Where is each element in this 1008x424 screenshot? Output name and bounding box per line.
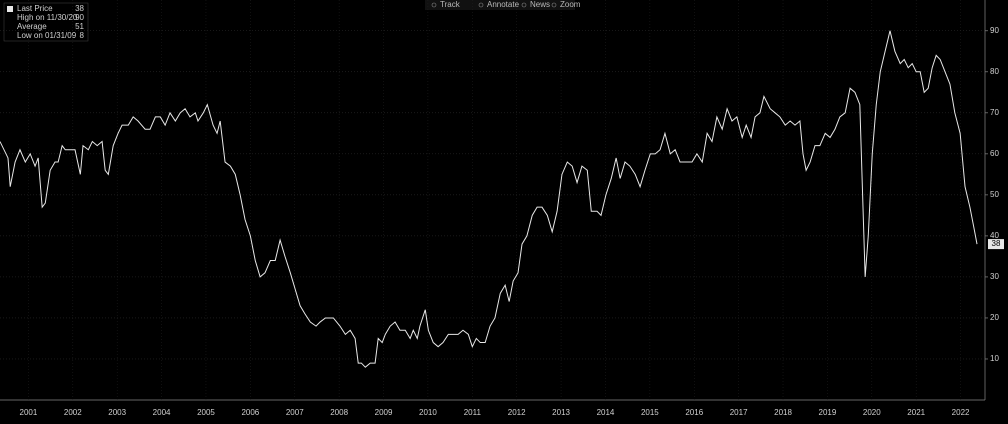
x-tick-label: 2014: [597, 408, 615, 417]
toolbar-button[interactable]: Track: [440, 0, 461, 9]
x-tick-label: 2005: [197, 408, 215, 417]
x-tick-label: 2019: [819, 408, 837, 417]
x-tick-label: 2003: [108, 408, 126, 417]
x-tick-label: 2006: [241, 408, 259, 417]
x-tick-label: 2017: [730, 408, 748, 417]
x-tick-label: 2002: [64, 408, 82, 417]
legend-label: Low on 01/31/09: [17, 31, 77, 40]
x-tick-label: 2021: [907, 408, 925, 417]
legend-value: 90: [75, 13, 84, 22]
x-tick-label: 2009: [375, 408, 393, 417]
legend-swatch: [7, 6, 13, 12]
x-tick-label: 2001: [20, 408, 38, 417]
legend-label: High on 11/30/20: [17, 13, 78, 22]
toolbar: [425, 0, 575, 10]
x-tick-label: 2016: [685, 408, 703, 417]
toolbar-button[interactable]: Zoom: [560, 0, 581, 9]
y-tick-label: 10: [990, 354, 999, 363]
legend-value: 51: [75, 22, 84, 31]
y-tick-label: 80: [990, 67, 999, 76]
x-tick-label: 2004: [153, 408, 171, 417]
x-tick-label: 2011: [464, 408, 482, 417]
toolbar-icon: [431, 2, 437, 8]
x-tick-label: 2020: [863, 408, 881, 417]
legend-value: 38: [75, 4, 84, 13]
toolbar-icon: [551, 2, 557, 8]
legend-value: 8: [80, 31, 85, 40]
x-tick-label: 2007: [286, 408, 304, 417]
legend-label: Last Price: [17, 4, 53, 13]
x-tick-label: 2010: [419, 408, 437, 417]
y-tick-label: 40: [990, 231, 999, 240]
toolbar-button[interactable]: News: [530, 0, 550, 9]
legend-label: Average: [17, 22, 47, 31]
x-tick-label: 2012: [508, 408, 526, 417]
x-tick-label: 2008: [330, 408, 348, 417]
y-tick-label: 60: [990, 149, 999, 158]
x-tick-label: 2013: [552, 408, 570, 417]
last-price-tag: [988, 239, 1004, 250]
toolbar-button[interactable]: Annotate: [487, 0, 520, 9]
y-tick-label: 20: [990, 313, 999, 322]
y-tick-label: 30: [990, 272, 999, 281]
y-tick-label: 70: [990, 108, 999, 117]
legend-box: [3, 2, 89, 42]
last-price-label: 38: [992, 239, 1001, 248]
y-tick-label: 50: [990, 190, 999, 199]
x-tick-label: 2022: [952, 408, 970, 417]
y-tick-label: 90: [990, 26, 999, 35]
toolbar-icon: [478, 2, 484, 8]
toolbar-icon: [521, 2, 527, 8]
x-tick-label: 2018: [774, 408, 792, 417]
x-tick-label: 2015: [641, 408, 659, 417]
price-line: [0, 30, 978, 368]
